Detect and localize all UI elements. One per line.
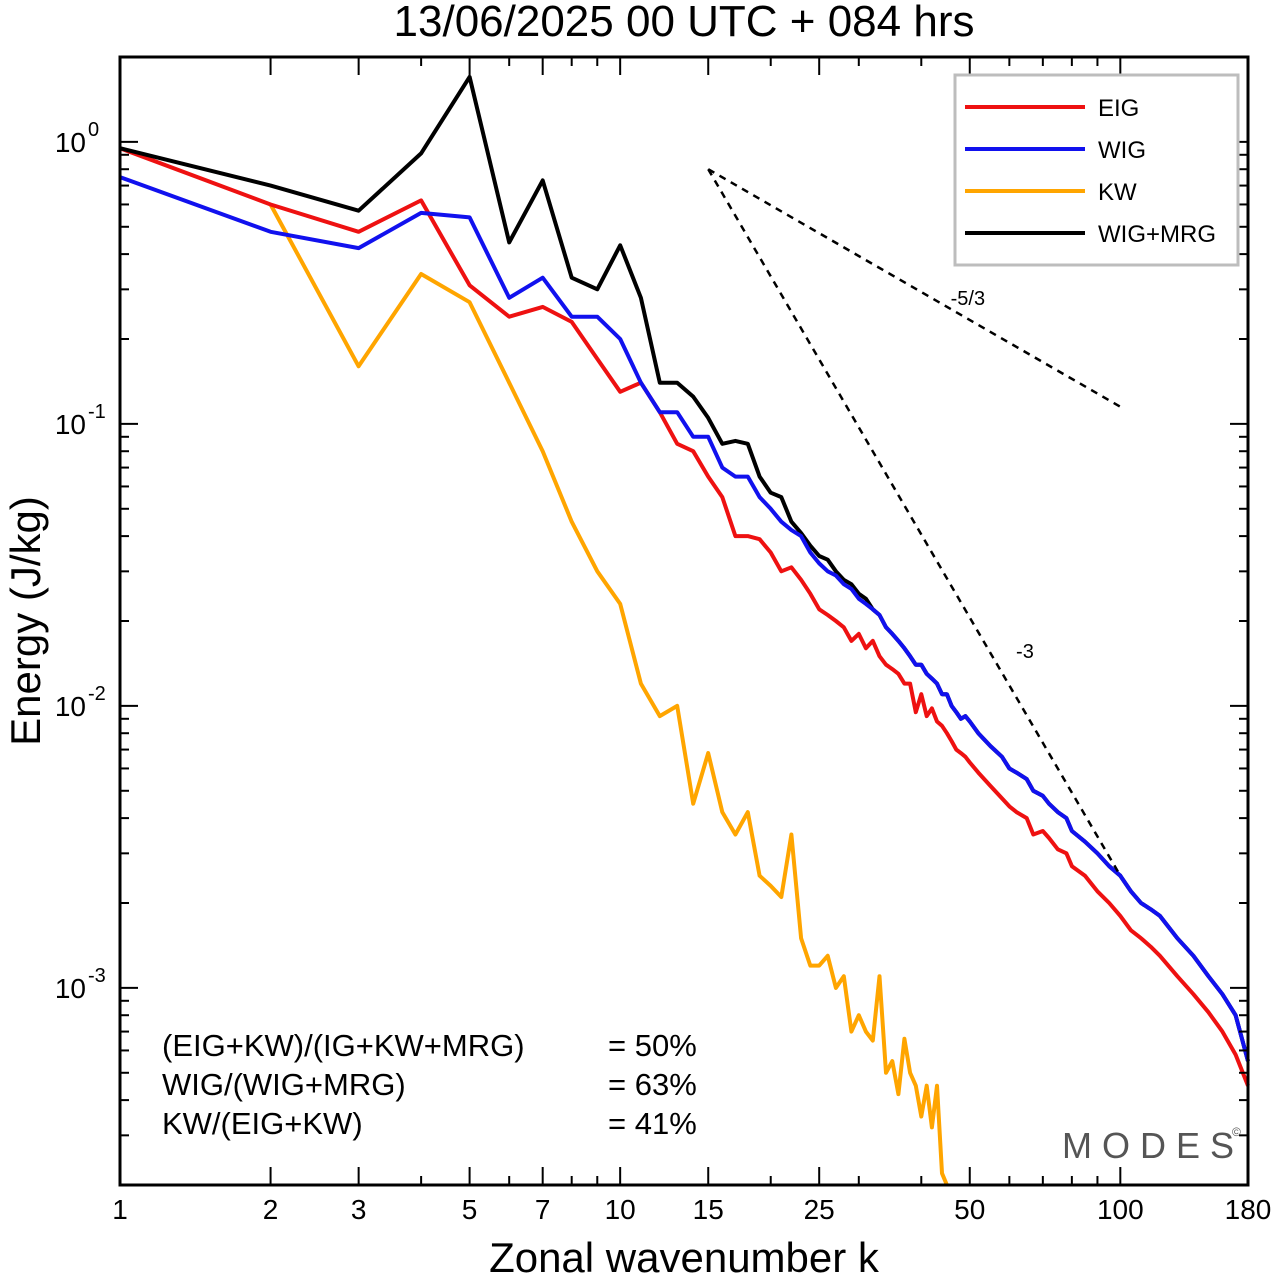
x-tick-label: 100 xyxy=(1097,1194,1144,1225)
ratio-value: = 63% xyxy=(608,1067,697,1102)
reference-slopes: -5/3 -3 xyxy=(707,168,1122,877)
y-tick-label: 10 xyxy=(55,691,86,722)
y-tick-exponent: -1 xyxy=(88,401,106,423)
y-tick-exponent: 0 xyxy=(88,119,99,141)
ratio-formula: WIG/(WIG+MRG) xyxy=(162,1067,406,1102)
ratio-formula: KW/(EIG+KW) xyxy=(162,1106,363,1141)
y-tick-label: 10 xyxy=(55,973,86,1004)
series-line-eig xyxy=(119,146,1250,1087)
legend-label-wig-mrg: WIG+MRG xyxy=(1098,221,1216,248)
x-tick-label: 50 xyxy=(954,1194,985,1225)
chart-title: 13/06/2025 00 UTC + 084 hrs xyxy=(394,0,975,46)
slope-line-minus-3 xyxy=(707,168,1122,877)
legend: EIG WIG KW WIG+MRG xyxy=(953,73,1240,267)
x-axis-label: Zonal wavenumber k xyxy=(489,1234,880,1281)
slope-line-minus-5-3 xyxy=(707,168,1121,408)
legend-label-eig: EIG xyxy=(1098,95,1139,122)
x-tick-label: 180 xyxy=(1225,1194,1272,1225)
x-tick-label: 3 xyxy=(351,1194,367,1225)
slope-label: -3 xyxy=(1016,641,1034,663)
x-tick-label: 2 xyxy=(263,1194,279,1225)
series-line-kw xyxy=(268,203,949,1186)
legend-label-kw: KW xyxy=(1098,179,1137,206)
brand-mark: © xyxy=(1232,1125,1241,1139)
x-tick-label: 5 xyxy=(462,1194,478,1225)
brand-text: MODES xyxy=(1062,1125,1244,1166)
slope-label: -5/3 xyxy=(951,288,985,310)
x-tick-label: 1 xyxy=(112,1194,128,1225)
x-tick-label: 25 xyxy=(804,1194,835,1225)
y-tick-exponent: -2 xyxy=(88,683,106,705)
modes-brand: MODES © xyxy=(1062,1125,1244,1166)
y-axis-label: Energy (J/kg) xyxy=(2,496,49,746)
ratio-annotations: (EIG+KW)/(IG+KW+MRG) = 50% WIG/(WIG+MRG) = … xyxy=(162,1028,697,1141)
y-tick-exponent: -3 xyxy=(88,965,106,987)
series-layer xyxy=(119,74,1250,1186)
series-line-wig xyxy=(119,175,1250,1062)
ratio-value: = 41% xyxy=(608,1106,697,1141)
y-tick-label: 10 xyxy=(55,127,86,158)
y-tick-label: 10 xyxy=(55,409,86,440)
ratio-value: = 50% xyxy=(608,1028,697,1063)
x-tick-label: 7 xyxy=(535,1194,551,1225)
ratio-formula: (EIG+KW)/(IG+KW+MRG) xyxy=(162,1028,525,1063)
legend-label-wig: WIG xyxy=(1098,137,1146,164)
x-tick-label: 15 xyxy=(693,1194,724,1225)
x-tick-label: 10 xyxy=(605,1194,636,1225)
